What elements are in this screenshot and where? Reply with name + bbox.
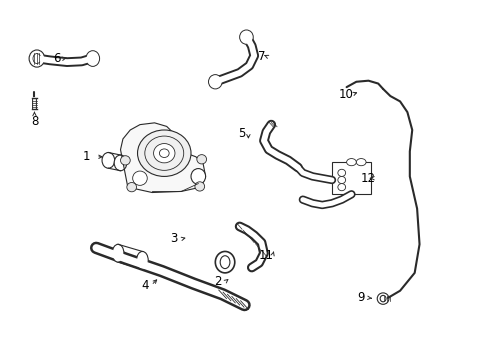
Ellipse shape [195,182,204,191]
Ellipse shape [33,54,41,64]
Ellipse shape [197,155,206,164]
Ellipse shape [120,156,130,165]
Ellipse shape [356,158,366,166]
Ellipse shape [137,130,191,176]
Text: 7: 7 [257,50,264,63]
Ellipse shape [337,169,345,176]
Ellipse shape [337,176,345,184]
Text: 9: 9 [357,291,364,305]
Text: 2: 2 [214,275,221,288]
Text: 11: 11 [258,248,273,261]
Ellipse shape [379,296,385,302]
Polygon shape [120,123,205,193]
Ellipse shape [126,183,136,192]
Ellipse shape [346,158,356,166]
Ellipse shape [102,153,115,168]
Ellipse shape [144,136,183,170]
Text: 8: 8 [31,114,38,127]
Text: 12: 12 [360,172,375,185]
Ellipse shape [191,168,205,184]
Ellipse shape [29,50,44,67]
Text: 4: 4 [141,279,148,292]
Text: 6: 6 [54,52,61,65]
Ellipse shape [159,149,169,157]
Text: 3: 3 [170,233,177,246]
Ellipse shape [114,155,126,171]
Ellipse shape [337,184,345,191]
Text: 10: 10 [339,88,353,101]
Ellipse shape [153,144,175,163]
Ellipse shape [132,171,147,185]
Ellipse shape [86,51,100,66]
Ellipse shape [136,251,148,269]
Ellipse shape [220,256,229,269]
Ellipse shape [112,244,123,262]
Ellipse shape [239,30,253,44]
Ellipse shape [208,75,222,89]
Text: 1: 1 [82,150,90,163]
Ellipse shape [215,251,234,273]
Ellipse shape [376,293,388,304]
Text: 5: 5 [238,127,245,140]
